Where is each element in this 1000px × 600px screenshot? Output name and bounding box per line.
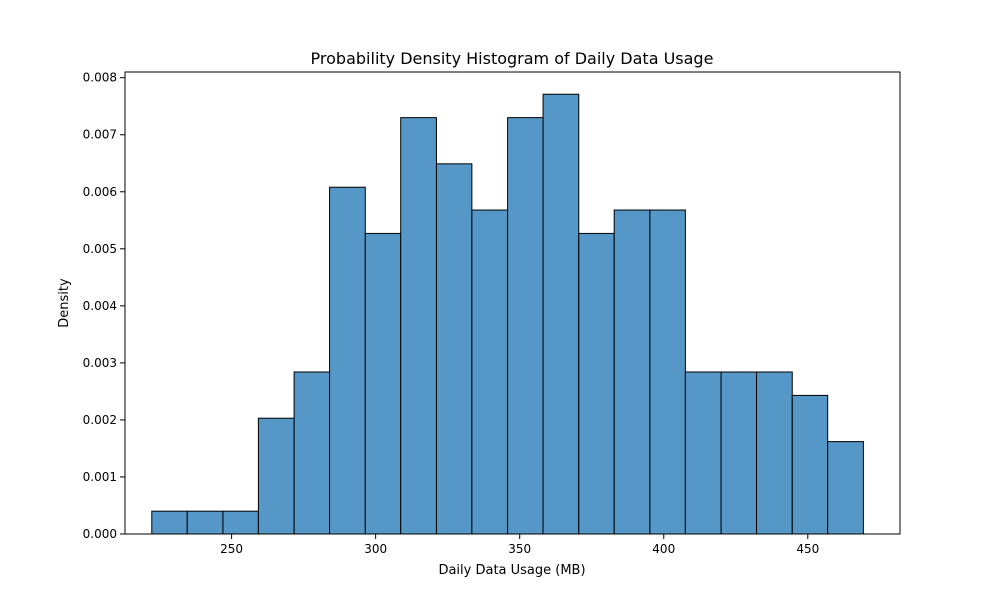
histogram-bar-20 [827,441,864,535]
y-axis-ticks: 0.000 0.001 0.002 0.003 0.004 0.005 0.006 0.007… [83,71,125,541]
histogram-bar-18 [756,371,793,535]
histogram-bar-7 [364,232,402,535]
y-tick-label-6: 0.005 [83,242,117,256]
x-tick-label-5: 450 [796,542,819,556]
axes-frame [124,71,901,535]
histogram-bar-3 [222,510,259,535]
y-tick-label-1: 0.000 [83,527,117,541]
histogram-bar-14 [613,209,651,535]
y-tick-label-4: 0.003 [83,356,117,370]
histogram-bar-12 [542,93,580,535]
histogram-bar-2 [186,510,224,535]
y-axis-label: Density [57,278,72,328]
histogram-bar-16 [684,371,722,535]
histogram-bar-11 [507,117,544,535]
histogram-bar-15 [649,209,686,535]
histogram-bar-10 [471,209,509,535]
histogram-bar-8 [400,117,437,535]
chart-title: Probability Density Histogram of Daily D… [311,49,714,68]
histogram-bar-17 [720,371,758,535]
histogram-bar-13 [578,232,615,535]
x-tick-label-3: 350 [508,542,531,556]
y-tick-label-9: 0.008 [83,71,117,85]
y-tick-label-7: 0.006 [83,185,117,199]
histogram-bar-9 [435,163,473,535]
x-axis-label: Daily Data Usage (MB) [438,563,585,578]
histogram-bar-6 [329,186,366,535]
histogram-bar-19 [791,394,829,535]
histogram-bar-5 [293,371,331,535]
y-tick-label-3: 0.002 [83,413,117,427]
y-tick-label-2: 0.001 [83,470,117,484]
histogram-bar-1 [151,510,188,535]
x-tick-label-1: 250 [220,542,243,556]
histogram-bars [151,93,864,535]
y-tick-label-8: 0.007 [83,128,117,142]
x-tick-label-2: 300 [364,542,387,556]
x-tick-label-4: 400 [652,542,675,556]
y-tick-label-5: 0.004 [83,299,117,313]
x-axis-ticks: 250 300 350 400 450 [220,534,819,556]
histogram-bar-4 [257,417,295,535]
